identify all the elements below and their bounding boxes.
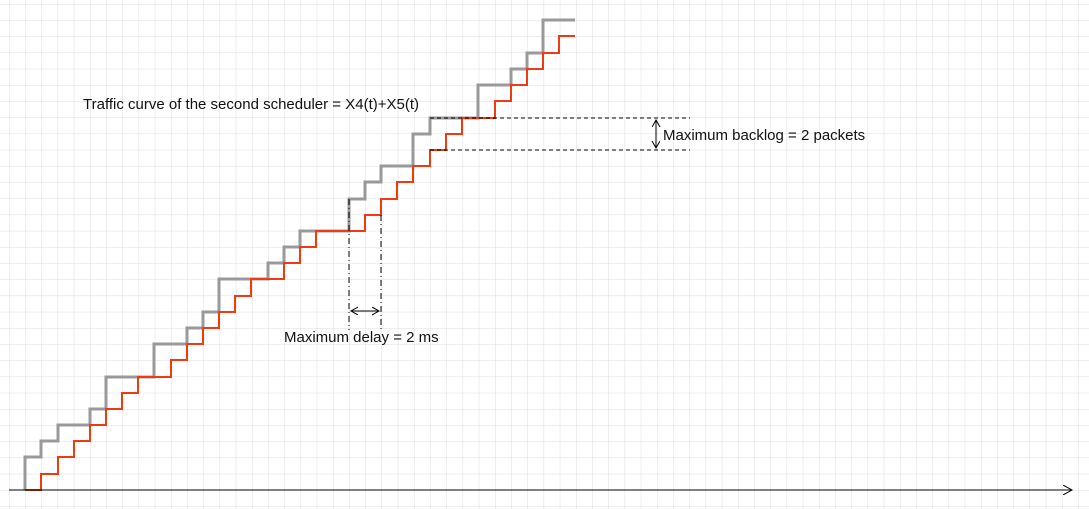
- maximum-backlog-label: Maximum backlog = 2 packets: [663, 127, 866, 144]
- service-curve-red: [25, 35, 575, 491]
- traffic-curve-label: Traffic curve of the second scheduler = …: [83, 96, 419, 113]
- maximum-delay-label: Maximum delay = 2 ms: [284, 329, 439, 346]
- traffic-curve-gray: [23, 18, 575, 490]
